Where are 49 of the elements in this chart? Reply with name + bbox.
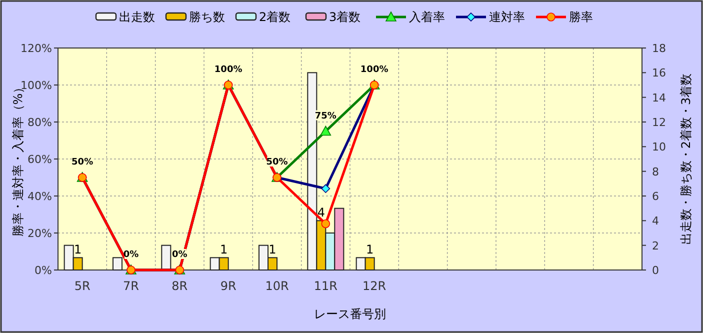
data-label: 100% xyxy=(214,65,242,75)
y-tick-label: 60% xyxy=(28,153,52,166)
y2-tick-label: 4 xyxy=(652,214,659,228)
x-tick-label: 8R xyxy=(172,279,188,293)
data-label: 50% xyxy=(72,158,94,168)
data-label: 1 xyxy=(268,242,276,257)
legend-label: 勝ち数 xyxy=(189,10,225,24)
x-tick-label: 11R xyxy=(314,279,338,293)
y-tick-label: 0% xyxy=(34,264,52,277)
y2-axis-title: 出走数・勝ち数・2着数・3着数 xyxy=(679,73,693,245)
data-label: 50% xyxy=(266,158,288,168)
y2-tick-label: 14 xyxy=(652,91,666,104)
point xyxy=(321,184,330,193)
point xyxy=(321,219,330,228)
y2-tick-label: 6 xyxy=(652,190,659,203)
legend-label: 出走数 xyxy=(119,10,155,24)
x-tick-label: 9R xyxy=(220,279,236,293)
data-label: 1 xyxy=(366,242,374,257)
y2-tick-label: 12 xyxy=(652,116,666,129)
y2-tick-label: 2 xyxy=(652,239,659,252)
y2-tick-label: 8 xyxy=(652,165,659,178)
x-axis-title: レース番号別 xyxy=(314,307,386,321)
y2-tick-label: 10 xyxy=(652,140,666,154)
x-tick-label: 5R xyxy=(74,279,90,293)
legend-label: 勝率 xyxy=(569,10,593,24)
bar xyxy=(112,257,122,270)
data-label: 75% xyxy=(314,111,336,122)
legend-label: 連対率 xyxy=(489,10,525,24)
bar xyxy=(161,244,172,270)
y2-tick-label: 18 xyxy=(652,42,666,55)
x-tick-label: 7R xyxy=(123,279,139,293)
y-tick-label: 40% xyxy=(28,190,52,203)
x-tick-label: 12R xyxy=(362,279,386,293)
legend-label: 2着数 xyxy=(259,10,291,24)
y2-tick-label: 16 xyxy=(652,66,666,80)
y-tick-label: 120% xyxy=(20,42,52,55)
y-tick-label: 20% xyxy=(28,227,52,240)
data-label: 100% xyxy=(360,65,388,75)
legend-label: 3着数 xyxy=(329,10,361,24)
y-tick-label: 80% xyxy=(28,116,52,129)
data-label: 1 xyxy=(220,242,228,257)
data-label: 0% xyxy=(172,250,188,260)
point xyxy=(320,126,332,136)
legend-label: 入着率 xyxy=(409,10,445,24)
y2-tick-label: 0 xyxy=(652,264,659,277)
data-label: 4 xyxy=(317,206,325,220)
data-label: 1 xyxy=(74,242,82,257)
x-tick-label: 10R xyxy=(265,279,289,293)
data-label: 0% xyxy=(123,250,139,260)
